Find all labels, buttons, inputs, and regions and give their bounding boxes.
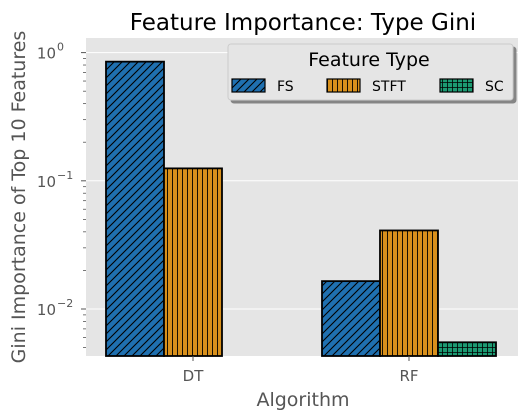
y-tick-label: 10 xyxy=(37,173,56,191)
y-tick-label: 10 xyxy=(37,301,56,319)
x-tick-label: RF xyxy=(399,367,418,385)
y-tick-exponent: 0 xyxy=(57,41,64,54)
y-axis-title: Gini Importance of Top 10 Features xyxy=(8,31,30,364)
bar-stft-dt xyxy=(163,167,223,357)
minor-ticks xyxy=(83,58,86,349)
y-tick-exponent: −1 xyxy=(57,169,73,182)
legend: Feature Type FS STFT SC xyxy=(227,43,514,101)
bar-fs-rf xyxy=(321,280,381,357)
chart-title: Feature Importance: Type Gini xyxy=(130,10,476,36)
x-axis-ticks: DT RF xyxy=(183,356,419,385)
bars xyxy=(105,60,497,357)
y-tick-label: 10 xyxy=(37,45,56,63)
legend-swatch-sc xyxy=(439,78,474,93)
bar-stft-rf xyxy=(379,229,439,357)
x-axis-title: Algorithm xyxy=(256,389,349,411)
legend-label-stft: STFT xyxy=(372,79,406,95)
bar-fs-dt xyxy=(105,60,165,357)
legend-swatch-stft xyxy=(326,78,361,93)
legend-title: Feature Type xyxy=(308,49,429,71)
y-tick-exponent: −2 xyxy=(57,297,73,310)
legend-swatch-fs xyxy=(231,78,266,93)
x-tick-label: DT xyxy=(183,367,205,385)
bar-sc-rf xyxy=(437,341,497,357)
legend-label-sc: SC xyxy=(485,79,504,95)
legend-label-fs: FS xyxy=(277,79,294,95)
